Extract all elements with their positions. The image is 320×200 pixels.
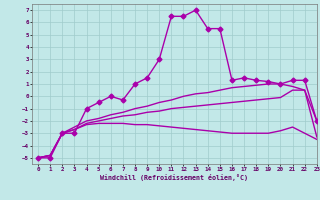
X-axis label: Windchill (Refroidissement éolien,°C): Windchill (Refroidissement éolien,°C) xyxy=(100,174,248,181)
